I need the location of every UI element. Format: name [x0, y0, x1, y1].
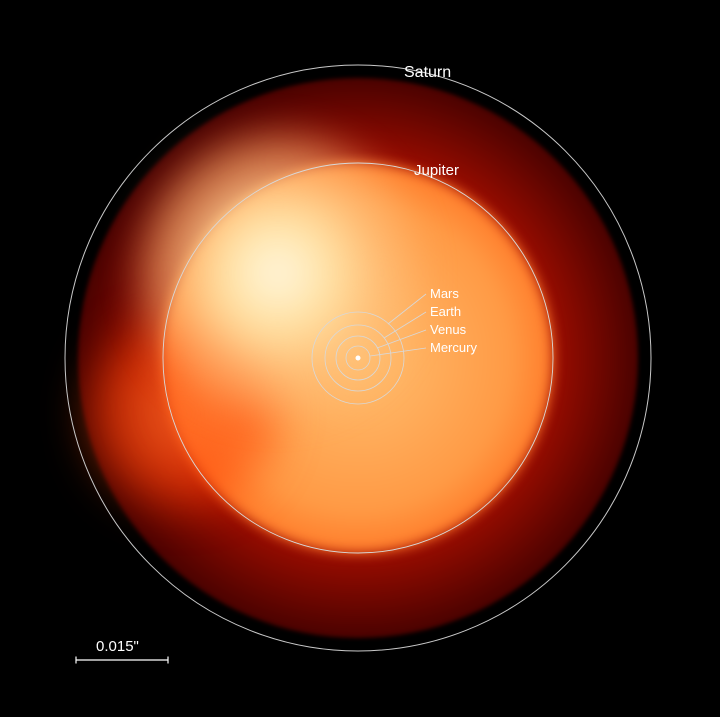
- sun-dot: [356, 356, 361, 361]
- leader-mars: [388, 294, 426, 324]
- diagram-stage: SaturnJupiterMarsEarthVenusMercury0.015": [0, 0, 720, 717]
- overlay-svg: [0, 0, 720, 717]
- leader-venus: [377, 330, 426, 348]
